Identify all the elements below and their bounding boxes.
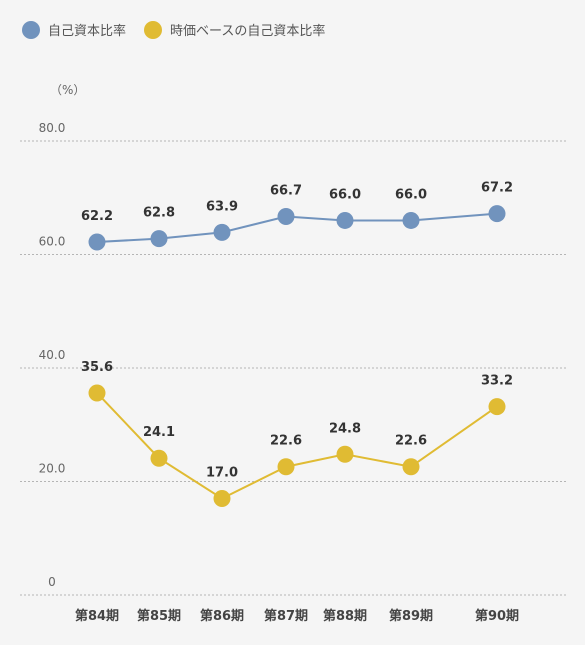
y-tick-label: 0	[48, 575, 56, 589]
y-tick-label: 80.0	[39, 121, 66, 135]
legend-item-equity-ratio: 自己資本比率	[22, 20, 126, 39]
x-tick-label: 第87期	[264, 608, 308, 624]
data-point	[488, 398, 506, 416]
data-point	[277, 207, 295, 225]
legend-label-market-equity-ratio: 時価ベースの自己資本比率	[170, 24, 326, 39]
data-point	[336, 211, 354, 229]
x-tick-label: 第86期	[200, 608, 244, 624]
data-point	[88, 233, 106, 251]
legend: 自己資本比率 時価ベースの自己資本比率	[22, 20, 325, 39]
data-point	[402, 211, 420, 229]
data-label: 66.0	[329, 187, 361, 202]
data-label: 66.0	[395, 187, 427, 202]
x-tick-label: 第89期	[389, 608, 433, 624]
data-label: 24.1	[143, 425, 175, 440]
y-tick-label: 60.0	[39, 235, 66, 249]
data-point	[488, 205, 506, 223]
legend-swatch-market-equity-ratio	[144, 20, 163, 39]
legend-label-equity-ratio: 自己資本比率	[48, 24, 127, 39]
x-tick-label: 第84期	[75, 608, 119, 624]
legend-swatch-equity-ratio	[22, 20, 40, 39]
data-label: 66.7	[270, 183, 302, 198]
data-point	[402, 458, 420, 476]
y-tick-label: 20.0	[39, 462, 66, 476]
x-tick-label: 第88期	[323, 608, 367, 624]
data-point	[336, 445, 354, 463]
data-label: 63.9	[206, 199, 238, 214]
x-tick-label: 第90期	[475, 608, 519, 624]
data-label: 67.2	[481, 181, 513, 196]
data-label: 24.8	[329, 421, 361, 436]
data-label: 17.0	[206, 466, 238, 481]
legend-item-market-equity-ratio: 時価ベースの自己資本比率	[144, 20, 325, 39]
data-point	[277, 458, 295, 476]
data-point	[150, 449, 168, 467]
data-label: 22.6	[395, 434, 427, 449]
data-point	[213, 223, 231, 241]
data-point	[150, 230, 168, 248]
y-tick-label: 40.0	[39, 348, 66, 362]
data-label: 35.6	[81, 360, 113, 375]
x-tick-label: 第85期	[137, 608, 181, 624]
data-label: 62.2	[81, 209, 113, 224]
data-label: 33.2	[481, 374, 513, 389]
data-point	[88, 384, 106, 402]
unit-label: （%）	[50, 83, 85, 97]
data-point	[213, 490, 231, 508]
data-label: 22.6	[270, 434, 302, 449]
data-label: 62.8	[143, 206, 175, 221]
